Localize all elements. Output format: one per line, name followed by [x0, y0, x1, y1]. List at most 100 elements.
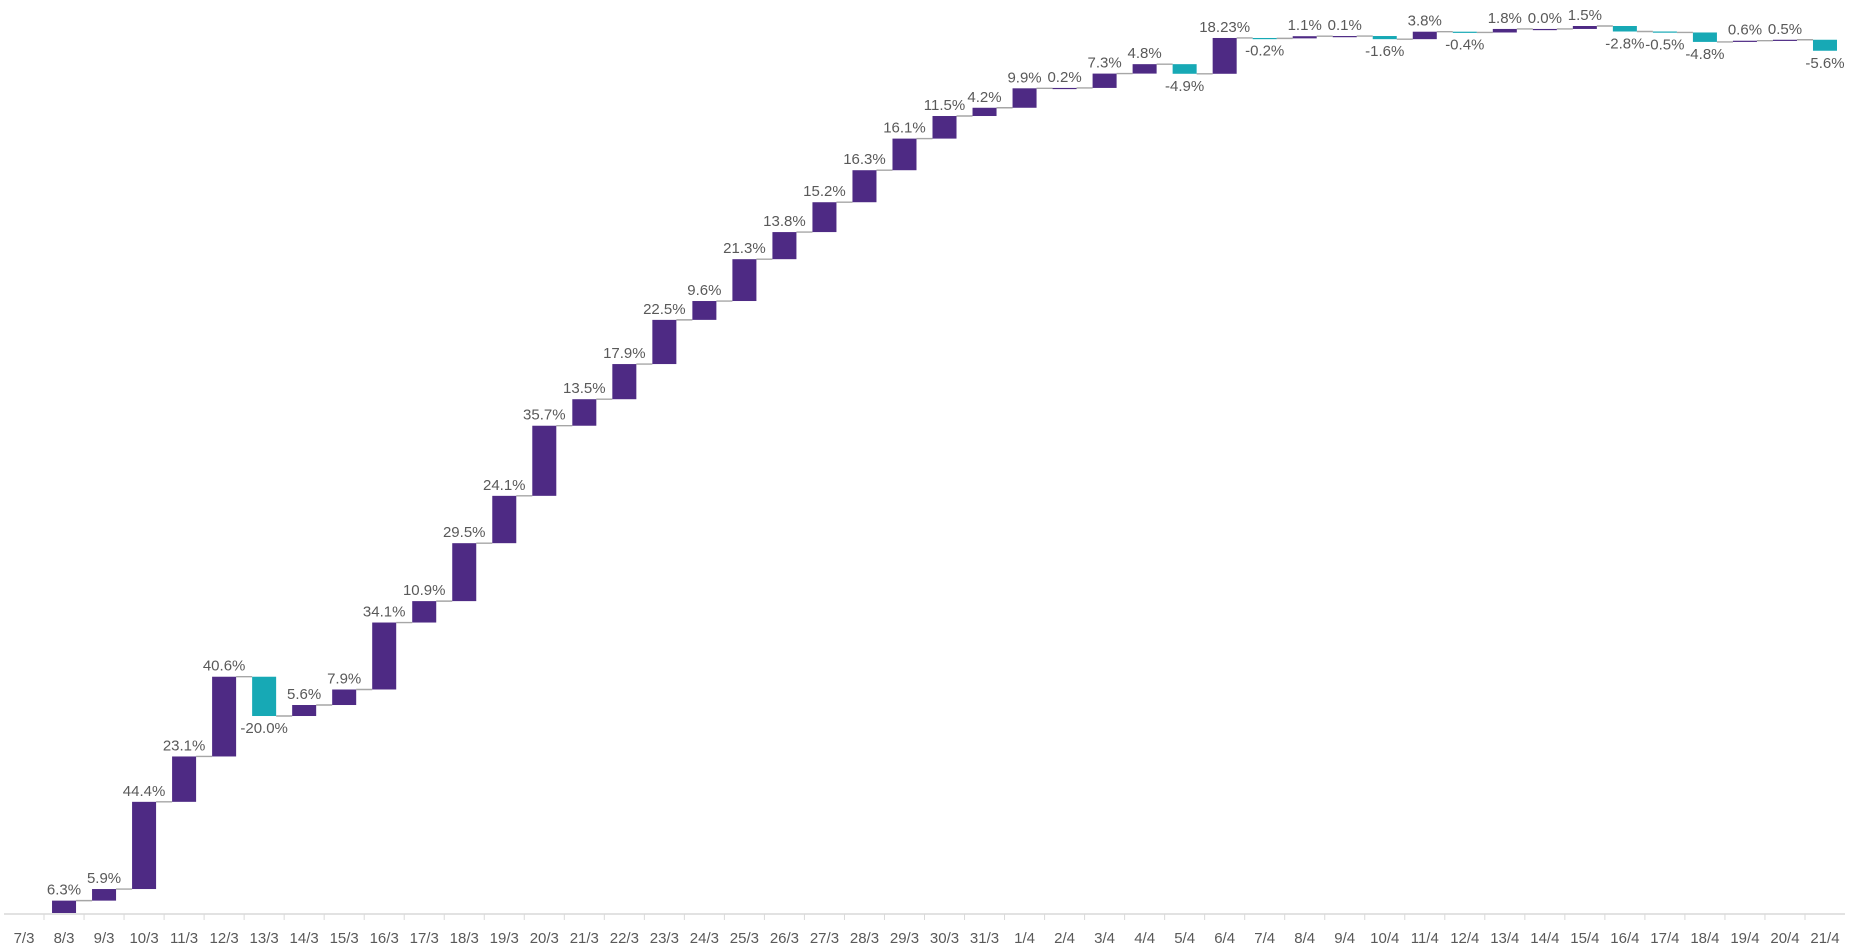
bar-17/4: [1652, 31, 1677, 33]
data-label-8/4: 1.1%: [1288, 17, 1322, 34]
bar-28/3: [852, 170, 877, 203]
bar-17/3: [412, 601, 437, 623]
data-label-26/3: 13.8%: [763, 213, 806, 230]
x-tick-label: 20/4: [1770, 930, 1799, 947]
x-tick-label: 12/4: [1450, 930, 1479, 947]
data-label-29/3: 16.1%: [883, 120, 926, 137]
bar-5/4: [1172, 64, 1197, 74]
bar-29/3: [892, 138, 917, 171]
data-label-16/3: 34.1%: [363, 604, 406, 621]
data-label-20/4: 0.5%: [1768, 21, 1802, 38]
data-label-3/4: 7.3%: [1087, 55, 1121, 72]
bar-6/4: [1212, 37, 1237, 74]
bar-25/3: [732, 259, 757, 302]
bar-13/3: [252, 676, 277, 717]
data-label-19/3: 24.1%: [483, 477, 526, 494]
bar-20/4: [1772, 39, 1797, 41]
bar-15/4: [1572, 26, 1597, 29]
data-label-23/3: 22.5%: [643, 301, 686, 318]
data-label-8/3: 6.3%: [47, 882, 81, 899]
x-tick-label: 19/3: [490, 930, 519, 947]
bar-3/4: [1092, 73, 1117, 88]
x-tick-label: 15/4: [1570, 930, 1599, 947]
x-tick-label: 10/3: [129, 930, 158, 947]
data-label-7/4: -0.2%: [1245, 42, 1284, 59]
data-label-10/3: 44.4%: [123, 783, 166, 800]
bar-24/3: [692, 301, 717, 320]
data-label-22/3: 17.9%: [603, 345, 646, 362]
data-label-12/3: 40.6%: [203, 658, 246, 675]
x-tick-label: 15/3: [330, 930, 359, 947]
data-label-18/4: -4.8%: [1685, 46, 1724, 63]
x-tick-label: 20/3: [530, 930, 559, 947]
bar-23/3: [652, 319, 677, 365]
data-label-21/3: 13.5%: [563, 380, 606, 397]
x-tick-label: 18/4: [1690, 930, 1719, 947]
data-label-15/4: 1.5%: [1568, 7, 1602, 24]
bar-14/4: [1532, 28, 1557, 31]
bar-19/4: [1732, 40, 1757, 42]
bar-21/3: [572, 399, 597, 426]
x-tick-label: 7/3: [14, 930, 35, 947]
x-tick-label: 21/4: [1810, 930, 1839, 947]
bar-18/3: [452, 543, 477, 602]
x-tick-label: 2/4: [1054, 930, 1075, 947]
data-label-10/4: -1.6%: [1365, 43, 1404, 60]
data-label-20/3: 35.7%: [523, 407, 566, 424]
data-label-27/3: 15.2%: [803, 183, 846, 200]
x-tick-label: 22/3: [610, 930, 639, 947]
data-labels: 6.3% 5.9% 44.4% 23.1% 40.6% -20.0% 5.6% 7.9% 34.…: [47, 7, 1845, 899]
bar-9/4: [1332, 36, 1357, 38]
x-tick-label: 11/3: [170, 930, 198, 947]
x-tick-label: 7/4: [1254, 930, 1275, 947]
connector-lines: [76, 25, 1813, 902]
bar-2/4: [1052, 87, 1077, 90]
data-label-25/3: 21.3%: [723, 240, 766, 257]
bar-18/4: [1692, 32, 1717, 42]
bar-14/3: [292, 705, 317, 717]
data-label-30/3: 11.5%: [924, 97, 965, 114]
data-label-13/3: -20.0%: [240, 720, 288, 737]
bar-9/3: [92, 889, 117, 901]
data-label-5/4: -4.9%: [1165, 78, 1204, 95]
bar-12/4: [1452, 31, 1477, 33]
bar-11/4: [1412, 31, 1437, 40]
bar-21/4: [1812, 39, 1837, 51]
bar-20/3: [532, 425, 557, 496]
x-tick-label: 11/4: [1411, 930, 1439, 947]
x-tick-label: 5/4: [1174, 930, 1195, 947]
x-tick-label: 4/4: [1134, 930, 1155, 947]
bar-31/3: [972, 107, 997, 117]
x-tick-label: 19/4: [1730, 930, 1759, 947]
bar-8/4: [1292, 36, 1317, 39]
bar-11/3: [172, 756, 197, 802]
data-label-1/4: 9.9%: [1007, 69, 1041, 86]
data-label-31/3: 4.2%: [967, 89, 1001, 106]
x-tick-label: 1/4: [1014, 930, 1035, 947]
x-tick-label: 25/3: [730, 930, 759, 947]
bars: [52, 26, 1837, 913]
data-label-4/4: 4.8%: [1128, 45, 1162, 62]
data-label-14/3: 5.6%: [287, 686, 321, 703]
x-tick-label: 21/3: [570, 930, 599, 947]
x-tick-label: 16/4: [1610, 930, 1639, 947]
x-tick-label: 3/4: [1094, 930, 1115, 947]
data-label-18/3: 29.5%: [443, 524, 486, 541]
data-label-13/4: 1.8%: [1488, 10, 1522, 27]
x-tick-label: 13/3: [250, 930, 279, 947]
x-tick-label: 30/3: [930, 930, 959, 947]
bar-12/3: [212, 676, 237, 757]
x-tick-label: 17/4: [1650, 930, 1679, 947]
data-label-6/4: 18.23%: [1199, 19, 1250, 36]
bar-15/3: [332, 689, 357, 706]
data-label-16/4: -2.8%: [1605, 36, 1644, 53]
x-tick-label: 8/3: [54, 930, 75, 947]
data-label-9/4: 0.1%: [1328, 17, 1362, 34]
bar-10/4: [1372, 36, 1397, 40]
x-tick-label: 9/4: [1334, 930, 1355, 947]
x-tick-label: 18/3: [450, 930, 479, 947]
x-tick-label: 10/4: [1370, 930, 1399, 947]
data-label-17/3: 10.9%: [403, 582, 446, 599]
data-label-9/3: 5.9%: [87, 870, 121, 887]
x-tick-label: 26/3: [770, 930, 799, 947]
